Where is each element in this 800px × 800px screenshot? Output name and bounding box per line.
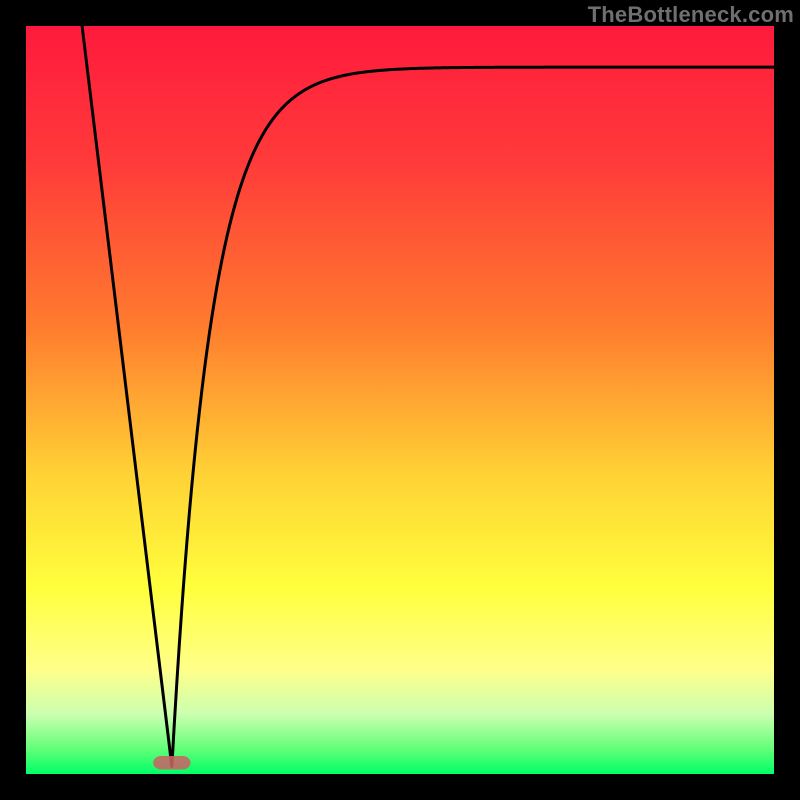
watermark-text: TheBottleneck.com <box>588 2 794 28</box>
optimum-marker <box>153 756 190 769</box>
plot-background <box>26 26 774 774</box>
chart-stage: TheBottleneck.com <box>0 0 800 800</box>
chart-svg <box>0 0 800 800</box>
